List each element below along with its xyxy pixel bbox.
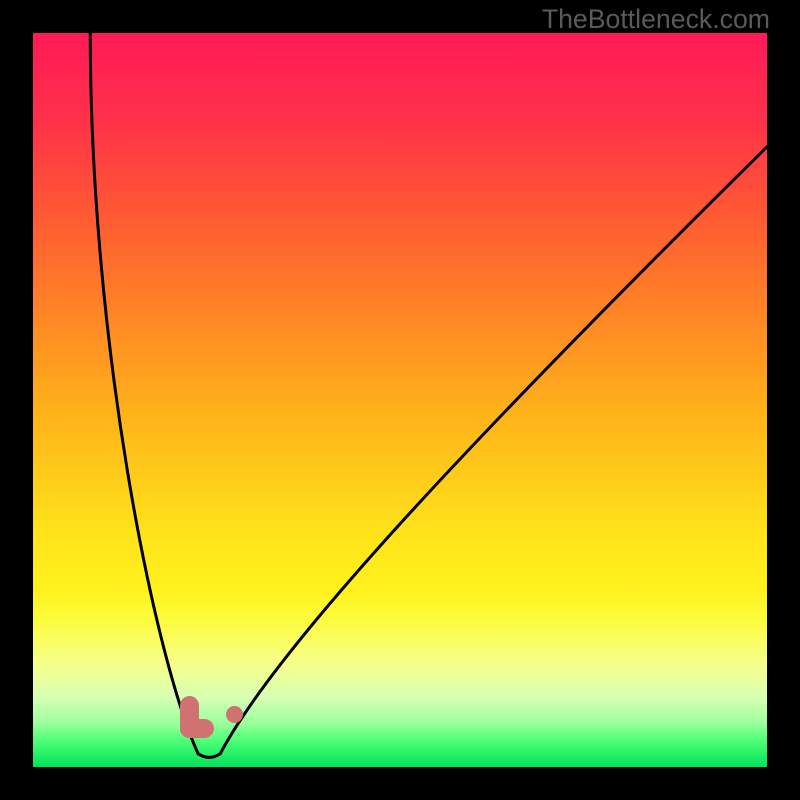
plot-area: [33, 33, 767, 767]
frame-left: [0, 0, 33, 800]
marker-main-horizontal: [180, 719, 214, 738]
watermark-text: TheBottleneck.com: [542, 4, 770, 35]
curve-left-branch: [90, 33, 198, 754]
frame-bottom: [0, 767, 800, 800]
curve-floor-arc: [198, 754, 220, 758]
chart-root: TheBottleneck.com: [0, 0, 800, 800]
marker-secondary: [226, 706, 243, 723]
curve-right-branch: [220, 147, 767, 754]
curves-svg: [33, 33, 767, 767]
frame-right: [767, 0, 800, 800]
